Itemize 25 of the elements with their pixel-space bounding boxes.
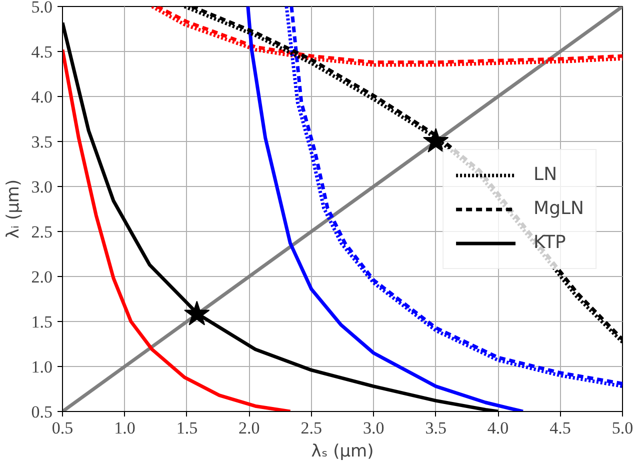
x-tick-label: 1.0 [114, 418, 136, 438]
x-tick-label: 2.0 [238, 418, 260, 438]
x-tick-label: 3.0 [362, 418, 384, 438]
y-tick-label: 0.5 [31, 402, 52, 422]
legend-label: LN [534, 164, 558, 185]
y-tick-label: 1.0 [31, 358, 52, 376]
legend-label: KTP [534, 232, 566, 253]
y-tick-label: 1.5 [31, 312, 52, 332]
y-tick-label: 5.0 [31, 0, 52, 16]
y-tick-label: 4.0 [31, 88, 52, 106]
x-tick-label: 0.5 [52, 418, 74, 438]
y-tick-label: 2.0 [31, 268, 52, 286]
y-axis-title: λᵢ (μm) [3, 179, 24, 239]
x-tick-label: 4.0 [487, 418, 509, 438]
y-tick-label: 3.0 [31, 178, 52, 196]
x-tick-label: 1.5 [176, 418, 198, 438]
y-tick-label: 4.5 [31, 42, 52, 62]
x-tick-label: 2.5 [300, 418, 322, 438]
x-tick-label: 5.0 [612, 418, 634, 438]
x-tick-label: 3.5 [425, 418, 446, 438]
x-tick-label: 4.5 [550, 418, 571, 438]
y-tick-label: 3.5 [31, 132, 52, 152]
legend-label: MgLN [534, 198, 584, 219]
y-tick-label: 2.5 [31, 222, 52, 242]
x-axis-title: λₛ (μm) [311, 442, 374, 462]
